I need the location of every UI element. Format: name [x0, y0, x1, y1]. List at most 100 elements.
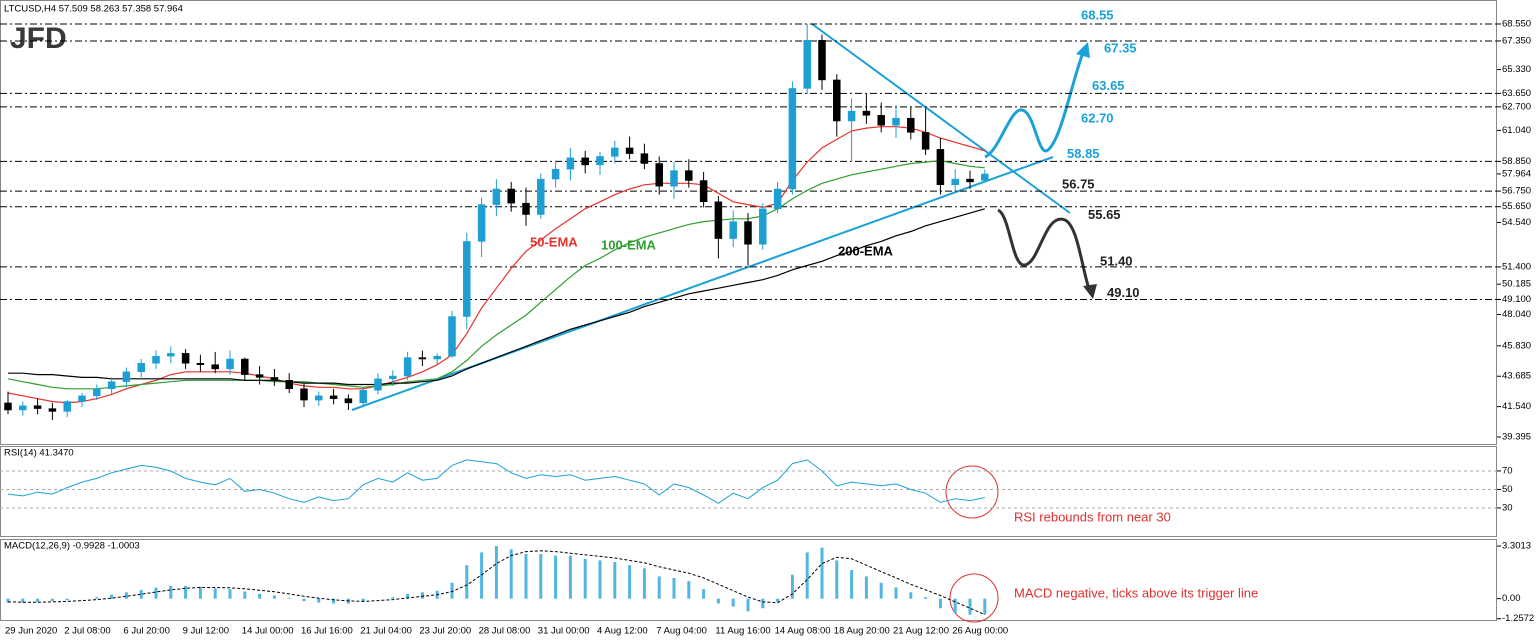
macd-panel-frame: [0, 539, 1497, 621]
candle-body: [966, 178, 974, 183]
y-tick-label: 0.00: [1502, 593, 1521, 604]
macd-bar: [731, 598, 735, 607]
macd-bar: [835, 560, 839, 599]
y-tick-label: 43.685: [1502, 371, 1531, 382]
macd-highlight-circle: [949, 573, 999, 623]
candle-body: [611, 147, 619, 157]
candle-body: [862, 110, 871, 116]
candle-body: [951, 178, 959, 186]
y-tick-label: 58.850: [1502, 156, 1531, 167]
macd-bar: [450, 582, 454, 599]
panel-title: MACD(12,26,9) -0.9928 -1.0003: [4, 541, 140, 552]
x-tick-label: 31 Jul 00:00: [538, 626, 590, 637]
macd-bar: [213, 588, 217, 599]
y-tick-label: 39.395: [1502, 432, 1531, 443]
candle-body: [93, 388, 101, 397]
macd-bar: [36, 598, 40, 602]
ema-label: 50-EMA: [530, 234, 578, 249]
x-tick-label: 14 Jul 00:00: [242, 626, 294, 637]
macd-bar: [628, 565, 632, 599]
level-label: 62.70: [1081, 110, 1114, 125]
x-tick-label: 11 Aug 16:00: [715, 626, 770, 637]
macd-bar: [243, 591, 247, 599]
candle-body: [685, 170, 693, 181]
ema-line: [7, 126, 985, 404]
rsi-line: [7, 459, 985, 504]
ema-line: [8, 208, 985, 386]
candle-body: [803, 40, 811, 89]
candle-body: [981, 173, 989, 181]
candle-body: [936, 149, 945, 186]
candle-body: [344, 398, 353, 404]
candle-body: [211, 364, 219, 370]
macd-bar: [480, 552, 484, 599]
macd-bar: [879, 582, 883, 599]
candle-body: [122, 371, 131, 382]
x-tick-label: 18 Aug 20:00: [834, 626, 890, 637]
y-tick-label: 62.700: [1502, 101, 1531, 112]
macd-bar: [968, 598, 972, 615]
candle-body: [596, 156, 604, 166]
macd-bar: [983, 598, 987, 615]
macd-bar: [554, 555, 558, 599]
panel-title: RSI(14) 41.3470: [4, 448, 74, 459]
y-tick-label: 63.650: [1502, 88, 1531, 99]
macd-bar: [805, 552, 809, 599]
macd-bar: [539, 554, 543, 599]
ema-label: 200-EMA: [838, 243, 894, 258]
annotation: MACD negative, ticks above its trigger l…: [1014, 585, 1258, 600]
candle-body: [181, 353, 190, 364]
candle-body: [433, 355, 441, 360]
candle-body: [241, 358, 249, 375]
bearish-scenario-arrow: [997, 208, 1092, 293]
candle-body: [270, 377, 279, 381]
y-tick-label: 61.040: [1502, 125, 1531, 136]
candle-body: [773, 188, 782, 210]
x-tick-label: 21 Jul 04:00: [360, 626, 412, 637]
y-tick-label: 48.040: [1502, 309, 1531, 320]
x-tick-label: 23 Jul 20:00: [419, 626, 471, 637]
macd-bar: [909, 592, 913, 599]
candle-body: [315, 395, 323, 401]
macd-bar: [583, 558, 587, 599]
macd-bar: [761, 598, 765, 609]
macd-bar: [613, 562, 617, 599]
ema-line: [7, 160, 985, 390]
macd-bar: [317, 598, 321, 603]
macd-bar: [258, 593, 262, 599]
macd-bar: [110, 594, 114, 599]
y-tick-label: 41.540: [1502, 401, 1531, 412]
macd-bar: [50, 598, 54, 602]
macd-bar: [124, 592, 128, 599]
level-label: 51.40: [1100, 253, 1133, 268]
macd-bar: [657, 576, 661, 599]
candle-body: [477, 204, 486, 242]
arrow-head: [1083, 284, 1097, 299]
macd-bar: [820, 547, 824, 599]
y-tick-label: 54.540: [1502, 217, 1531, 228]
macd-bar: [302, 598, 306, 602]
candle-body: [448, 316, 456, 357]
macd-bar: [465, 565, 469, 599]
macd-bar: [21, 598, 25, 603]
x-tick-label: 29 Jun 2020: [5, 626, 57, 637]
candle-body: [152, 355, 160, 364]
candle-body: [537, 178, 545, 215]
macd-bar: [776, 598, 780, 602]
x-tick-label: 2 Jul 08:00: [64, 626, 110, 637]
candle-body: [655, 163, 663, 187]
candle-body: [300, 388, 308, 401]
macd-bar: [598, 560, 602, 599]
candle-body: [78, 395, 86, 402]
macd-bar: [154, 587, 158, 599]
y-tick-label: 50: [1502, 484, 1513, 495]
x-tick-label: 4 Aug 12:00: [597, 626, 648, 637]
candle-body: [196, 363, 205, 365]
annotation: RSI rebounds from near 30: [1014, 509, 1171, 524]
bullish-scenario-arrow: [984, 49, 1086, 159]
macd-bar: [198, 586, 202, 599]
macd-bar: [391, 597, 395, 599]
candle-body: [4, 402, 12, 411]
candle-body: [463, 241, 471, 317]
